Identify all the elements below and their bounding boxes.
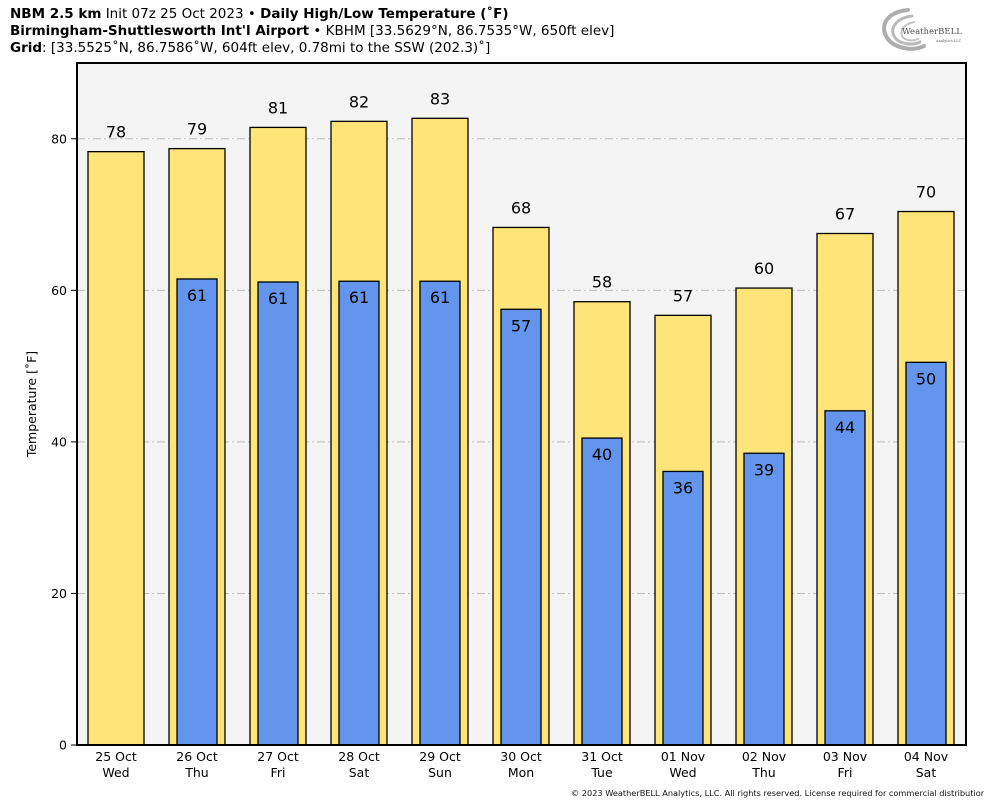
header-line-1: NBM 2.5 km Init 07z 25 Oct 2023 • Daily … (10, 6, 509, 23)
low-temp-label: 40 (592, 445, 612, 464)
header-line-3: Grid: [33.5525˚N, 86.7586˚W, 604ft elev,… (10, 40, 490, 57)
station-info: KBHM [33.5629°N, 86.7535°W, 650ft elev] (325, 23, 615, 39)
low-temp-bar (338, 280, 380, 746)
y-tick-label: 60 (51, 283, 67, 298)
high-temp-label: 83 (430, 89, 450, 108)
high-temp-label: 70 (916, 183, 936, 202)
x-tick-label-date: 26 Oct (176, 749, 218, 764)
x-tick-label-date: 29 Oct (419, 749, 461, 764)
low-temp-label: 44 (835, 418, 855, 437)
low-temp-label: 61 (430, 288, 450, 307)
low-temp-label: 57 (511, 316, 531, 335)
high-temp-label: 57 (673, 286, 693, 305)
copyright-notice: © 2023 WeatherBELL Analytics, LLC. All r… (571, 788, 984, 798)
grid-label: Grid (10, 40, 43, 56)
low-temp-label: 61 (349, 288, 369, 307)
high-temp-bar (87, 151, 145, 746)
model-name: NBM 2.5 km (10, 6, 102, 22)
weatherbell-logo: WeatherBELL Analytics LLC (882, 8, 962, 51)
low-temp-bar (662, 470, 704, 746)
x-tick-label-date: 30 Oct (500, 749, 542, 764)
x-tick-label-day: Thu (751, 765, 775, 780)
low-temp-bar (257, 281, 299, 746)
product-title: Daily High/Low Temperature (˚F) (260, 6, 509, 22)
low-temp-bar (905, 361, 947, 746)
low-temp-label: 61 (187, 286, 207, 305)
high-temp-label: 79 (187, 120, 207, 139)
init-time: Init 07z 25 Oct 2023 (105, 6, 244, 22)
grid-info: : [33.5525˚N, 86.7586˚W, 604ft elev, 0.7… (42, 40, 491, 56)
high-temp-label: 58 (592, 273, 612, 292)
x-tick-label-day: Tue (590, 765, 613, 780)
x-tick-label-day: Wed (102, 765, 129, 780)
high-temp-label: 60 (754, 259, 774, 278)
low-temp-label: 39 (754, 460, 774, 479)
low-temp-bar (824, 410, 866, 746)
bars (87, 117, 955, 746)
high-temp-label: 67 (835, 205, 855, 224)
high-temp-label: 68 (511, 198, 531, 217)
x-tick-label-date: 31 Oct (581, 749, 623, 764)
y-tick-label: 0 (59, 738, 67, 753)
low-temp-bar (743, 452, 785, 746)
y-axis-label: Temperature [˚F] (24, 351, 39, 458)
x-tick-label-day: Fri (838, 765, 853, 780)
y-tick-label: 20 (51, 586, 67, 601)
x-tick-label-date: 25 Oct (95, 749, 137, 764)
x-tick-label-day: Fri (271, 765, 286, 780)
x-tick-label-date: 04 Nov (904, 749, 949, 764)
data-labels: 78 79 61 81 61 82 61 83 61 68 57 58 40 57 36 60 39 67 44 70… (106, 89, 936, 497)
low-temp-bar (419, 280, 461, 746)
station-name: Birmingham-Shuttlesworth Int'l Airport (10, 23, 310, 39)
plot-frame (76, 62, 967, 746)
x-tick-label-day: Mon (508, 765, 534, 780)
x-tick-label-date: 03 Nov (823, 749, 868, 764)
high-temp-label: 78 (106, 123, 126, 142)
x-tick-label-day: Sun (428, 765, 452, 780)
low-temp-bar (581, 437, 623, 746)
x-tick-label-day: Wed (669, 765, 696, 780)
low-temp-bar (500, 308, 542, 746)
x-tick-label-day: Thu (184, 765, 208, 780)
x-tick-label-date: 02 Nov (742, 749, 787, 764)
x-tick-label-date: 01 Nov (661, 749, 706, 764)
low-temp-label: 61 (268, 289, 288, 308)
x-tick-label-date: 27 Oct (257, 749, 299, 764)
x-tick-label-day: Sat (349, 765, 370, 780)
logo-subtext: Analytics LLC (935, 39, 962, 43)
x-tick-label-day: Sat (916, 765, 937, 780)
y-tick-label: 80 (51, 131, 67, 146)
high-temp-label: 82 (349, 92, 369, 111)
low-temp-label: 36 (673, 478, 693, 497)
logo-text: WeatherBELL (902, 27, 962, 37)
x-tick-label-date: 28 Oct (338, 749, 380, 764)
header-line-2: Birmingham-Shuttlesworth Int'l Airport •… (10, 23, 614, 40)
high-temp-label: 81 (268, 98, 288, 117)
low-temp-label: 50 (916, 369, 936, 388)
y-axis: 0 20 40 60 80 (51, 131, 77, 753)
y-tick-label: 40 (51, 434, 67, 449)
low-temp-bar (176, 278, 218, 746)
separator: • (247, 6, 256, 22)
separator: • (313, 23, 322, 39)
